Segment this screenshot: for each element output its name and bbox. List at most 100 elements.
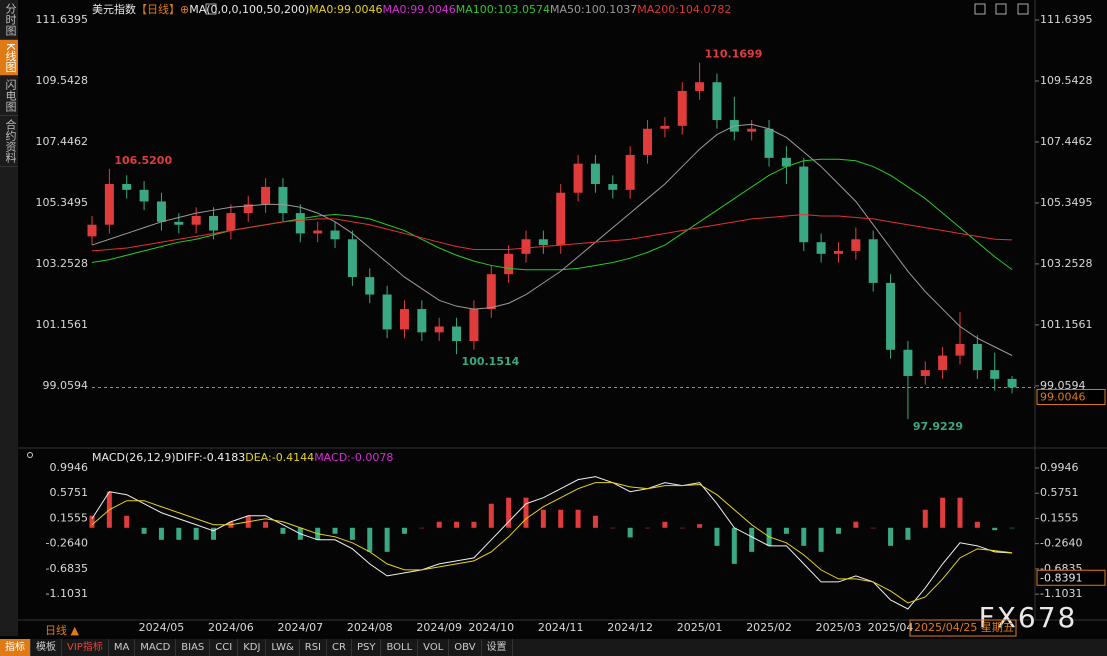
- sidebar-tab[interactable]: 分时图: [0, 0, 18, 40]
- sidebar: 分时图 K线图 闪电图 合约资料: [0, 0, 18, 636]
- toolbar-tab[interactable]: RSI: [300, 639, 328, 656]
- y-tick-label: 101.1561: [36, 318, 89, 331]
- toolbar-tab[interactable]: OBV: [449, 639, 482, 656]
- macd-bar: [540, 509, 546, 528]
- macd-bar: [89, 515, 95, 528]
- toolbar-tab[interactable]: VOL: [418, 639, 450, 656]
- toolbar-tab[interactable]: BOLL: [381, 639, 419, 656]
- candle-body: [243, 204, 253, 214]
- x-tick-label: 2024/06: [208, 621, 254, 634]
- marker-box: [1036, 569, 1106, 586]
- candle-body: [955, 343, 965, 356]
- macd-bar: [818, 527, 824, 552]
- macd-bar: [853, 521, 859, 528]
- ma-line: [91, 214, 1013, 252]
- macd-bar: [176, 527, 182, 540]
- candle-body: [521, 239, 531, 254]
- candle-body: [660, 125, 670, 129]
- candle-body: [1007, 378, 1017, 388]
- legend-value: -0.4144: [272, 451, 314, 464]
- toolbar-tab[interactable]: PSY: [352, 639, 382, 656]
- candle-body: [938, 355, 948, 371]
- candle-body: [347, 239, 357, 278]
- low-label: 97.9229: [913, 420, 963, 433]
- background: [0, 0, 1107, 639]
- x-tick-label: 2024/12: [607, 621, 653, 634]
- panel-icon[interactable]: [27, 452, 33, 458]
- sidebar-tab[interactable]: 闪电图: [0, 76, 18, 117]
- candle-body: [886, 282, 896, 350]
- legend-name: MA200:: [637, 3, 679, 16]
- toolbar-tab[interactable]: MA: [109, 639, 136, 656]
- period-label: 【日线】: [136, 2, 180, 16]
- macd-bar: [575, 509, 581, 528]
- candle-body: [868, 239, 878, 283]
- legend-value: 99.0046: [410, 3, 456, 16]
- macd-bar: [922, 509, 928, 528]
- legend-value: -0.0078: [351, 451, 393, 464]
- macd-bar: [558, 509, 564, 528]
- candle-body: [903, 349, 913, 376]
- macd-bar: [454, 521, 460, 528]
- toolbar-tab[interactable]: CCI: [210, 639, 239, 656]
- candle-body: [313, 230, 323, 234]
- chart-title: MACD(26,12,9): [92, 451, 176, 464]
- ma-line: [91, 123, 1013, 356]
- candle-body: [972, 343, 982, 371]
- candle-body: [833, 250, 843, 254]
- y-tick-label: 0.9946: [50, 461, 89, 474]
- macd-bar: [835, 527, 841, 534]
- candle-body: [139, 189, 149, 202]
- candle-body: [590, 163, 600, 185]
- candle-body: [538, 239, 548, 246]
- macd-bar: [957, 497, 963, 528]
- candle-body: [382, 294, 392, 330]
- sidebar-tab[interactable]: K线图: [0, 40, 18, 77]
- macd-bar: [506, 497, 512, 528]
- y-tick-label: 107.4462: [1040, 135, 1093, 148]
- window-icons[interactable]: [974, 3, 1029, 15]
- x-tick-label: 2025/03: [816, 621, 862, 634]
- icon[interactable]: [1017, 3, 1029, 15]
- icon[interactable]: [974, 3, 986, 15]
- macd-line: [91, 482, 1013, 604]
- macd-bar: [471, 521, 477, 528]
- y-tick-label: 99.0594: [1040, 379, 1086, 392]
- candle-body: [226, 213, 236, 231]
- toolbar-tab[interactable]: CR: [327, 639, 352, 656]
- toolbar-tab[interactable]: BIAS: [176, 639, 211, 656]
- legend-value: 103.0574: [497, 3, 550, 16]
- toolbar-tab[interactable]: MACD: [135, 639, 177, 656]
- candle-body: [695, 82, 705, 91]
- y-tick-label: 105.3495: [1040, 196, 1093, 209]
- y-tick-label: 103.2528: [36, 257, 89, 270]
- period-switch[interactable]: 日线 ▲: [45, 623, 79, 637]
- toolbar-tab[interactable]: 模板: [31, 639, 62, 656]
- candle-body: [452, 326, 462, 342]
- candle-body: [764, 128, 774, 158]
- y-tick-label: -0.2640: [1040, 537, 1082, 550]
- cursor-date-box: [909, 619, 1017, 637]
- legend-name: MA50:: [550, 3, 585, 16]
- candle-body: [469, 309, 479, 342]
- macd-bar: [940, 497, 946, 528]
- legend-name: MA0:: [309, 3, 337, 16]
- macd-bar: [801, 527, 807, 546]
- toolbar-tab[interactable]: VIP指标: [62, 639, 109, 656]
- x-tick-label: 2024/05: [139, 621, 185, 634]
- icon[interactable]: [995, 3, 1007, 15]
- legend-value: -0.4183: [203, 451, 245, 464]
- y-tick-label: 99.0594: [43, 379, 89, 392]
- toolbar-tab[interactable]: 设置: [482, 639, 513, 656]
- toolbar-tab[interactable]: 指标: [0, 639, 31, 656]
- chart-title: 美元指数: [92, 2, 136, 16]
- sidebar-tab[interactable]: 合约资料: [0, 116, 18, 168]
- macd-bar: [714, 527, 720, 546]
- macd-bar: [419, 527, 425, 529]
- y-tick-label: 0.1555: [50, 511, 89, 524]
- macd-bar: [749, 527, 755, 552]
- toolbar-tab[interactable]: LW&: [266, 639, 300, 656]
- candle-body: [365, 277, 375, 295]
- toolbar-tab[interactable]: KDJ: [238, 639, 267, 656]
- indicator-icon[interactable]: [205, 3, 217, 15]
